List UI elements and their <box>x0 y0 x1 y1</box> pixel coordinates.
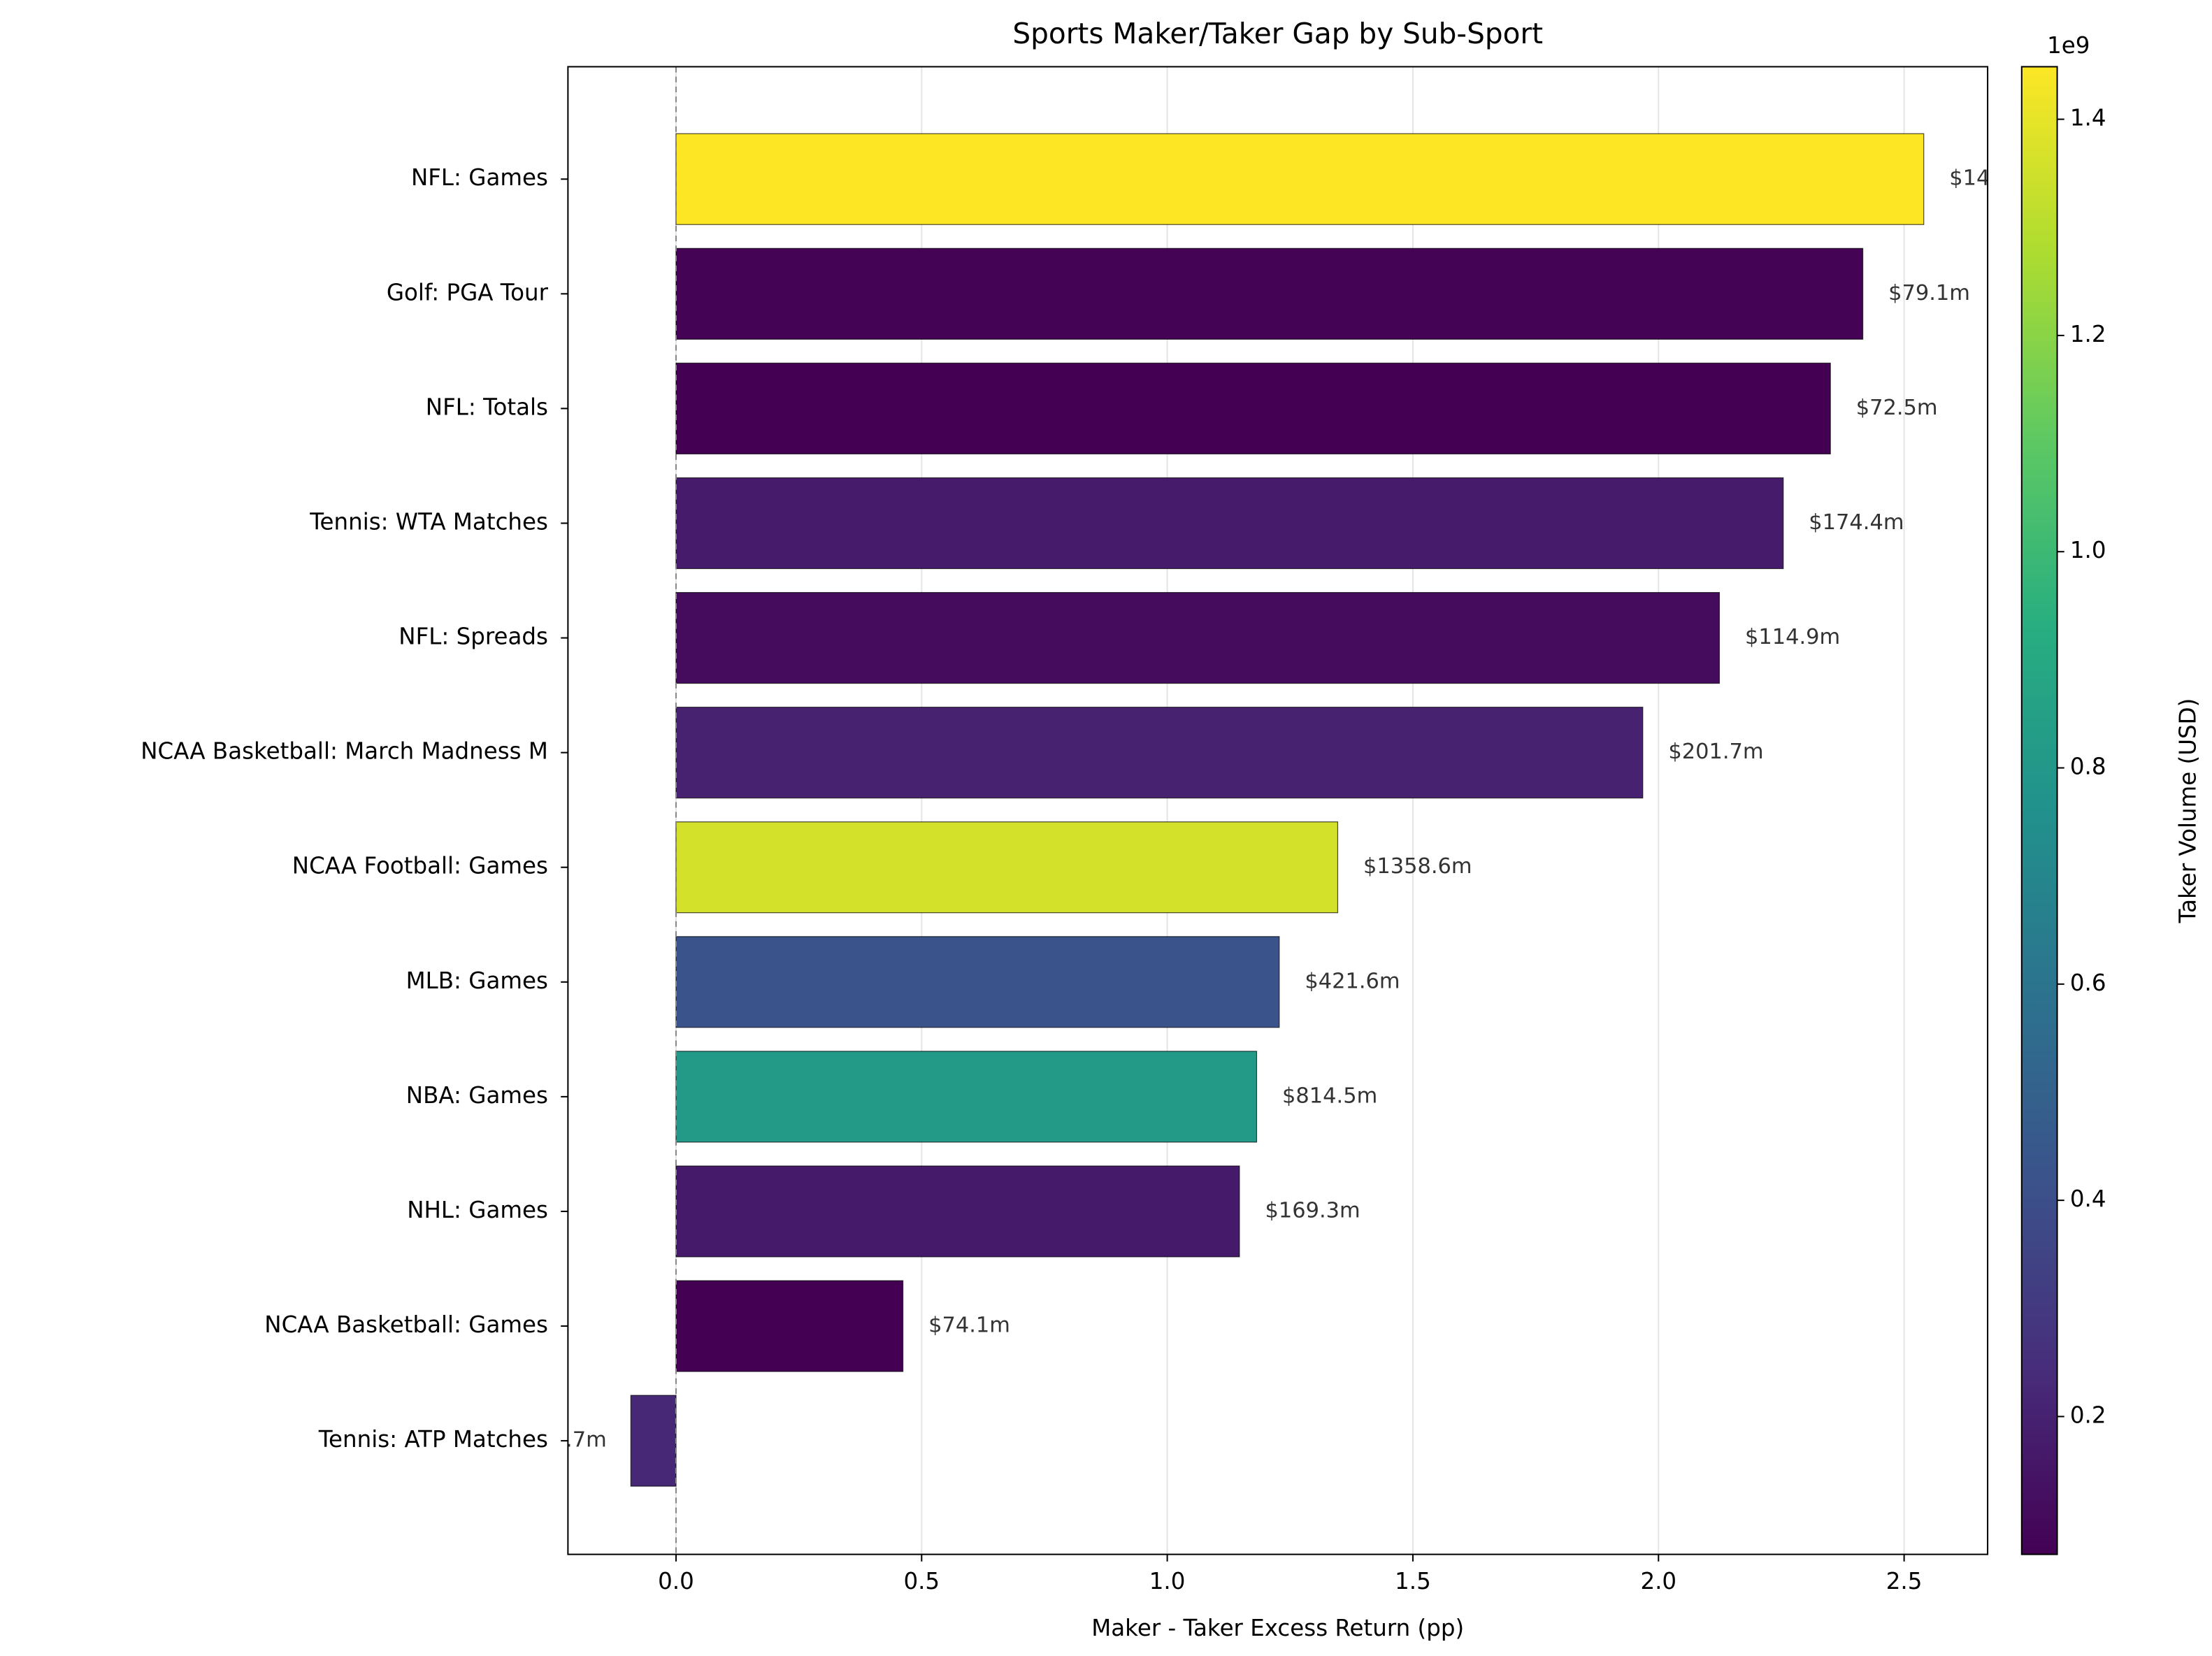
x-tick-label: 0.0 <box>658 1568 694 1594</box>
bar <box>675 477 1784 570</box>
colorbar-tick-label: 1.4 <box>2070 105 2106 131</box>
bar <box>675 362 1831 454</box>
value-label: $114.9m <box>1745 625 1840 649</box>
x-tick-label: 2.0 <box>1640 1568 1676 1594</box>
value-label: $225.7m <box>512 1428 607 1453</box>
colorbar-tick-label: 0.6 <box>2070 970 2106 996</box>
value-label: $1358.6m <box>1363 854 1472 879</box>
bar <box>675 707 1644 799</box>
value-label: $74.1m <box>928 1313 1010 1338</box>
bar <box>675 591 1721 684</box>
value-label: $1448 <box>1949 166 2017 191</box>
colorbar <box>2020 66 2058 1555</box>
bar <box>675 1165 1240 1258</box>
value-label: $174.4m <box>1809 510 1904 535</box>
bar <box>675 133 1925 225</box>
bar <box>630 1395 677 1487</box>
y-tick-label: NCAA Football: Games <box>292 853 548 879</box>
y-tick-label: NFL: Games <box>411 164 548 191</box>
y-tick-label: NFL: Spreads <box>398 624 548 650</box>
bar <box>675 247 1864 340</box>
y-tick-label: NCAA Basketball: March Madness M <box>141 738 548 765</box>
y-tick-label: NBA: Games <box>406 1082 548 1109</box>
y-tick-label: Tennis: WTA Matches <box>309 508 548 535</box>
colorbar-tick-label: 1.2 <box>2070 321 2106 347</box>
chart-title: Sports Maker/Taker Gap by Sub-Sport <box>1012 17 1543 50</box>
plot-area: 0.0 0.5 1.0 1.5 2.0 2.5 NFL: Games $1448 Golf: P… <box>141 66 2106 1594</box>
value-label: $72.5m <box>1856 396 1938 420</box>
y-tick-label: NHL: Games <box>407 1197 548 1223</box>
y-tick-label: MLB: Games <box>406 967 548 994</box>
colorbar-label: Taker Volume (USD) <box>2174 698 2201 924</box>
x-axis-label: Maker - Taker Excess Return (pp) <box>1091 1615 1464 1641</box>
y-tick-label: Tennis: ATP Matches <box>318 1426 548 1453</box>
value-label: $201.7m <box>1668 740 1763 764</box>
colorbar-tick-label: 0.2 <box>2070 1402 2106 1428</box>
y-tick-label: NCAA Basketball: Games <box>264 1311 548 1338</box>
axes-frame <box>567 66 1989 1555</box>
colorbar-offset: 1e9 <box>2047 32 2090 59</box>
bar <box>675 936 1280 1028</box>
y-tick-label: NFL: Totals <box>426 394 548 420</box>
value-label: $814.5m <box>1282 1083 1377 1108</box>
x-tick-label: 2.5 <box>1886 1568 1923 1594</box>
bar <box>675 821 1339 914</box>
bar <box>675 1280 904 1372</box>
colorbar-tick-label: 0.4 <box>2070 1186 2106 1212</box>
value-label: $421.6m <box>1305 969 1400 993</box>
colorbar-tick-label: 1.0 <box>2070 537 2106 563</box>
value-label: $79.1m <box>1888 281 1970 305</box>
bar <box>675 1051 1258 1143</box>
x-tick-label: 0.5 <box>903 1568 940 1594</box>
x-tick-label: 1.5 <box>1395 1568 1431 1594</box>
x-tick-label: 1.0 <box>1149 1568 1186 1594</box>
colorbar-tick-label: 0.8 <box>2070 754 2106 780</box>
value-label: $169.3m <box>1265 1198 1360 1223</box>
y-tick-label: Golf: PGA Tour <box>387 279 549 305</box>
